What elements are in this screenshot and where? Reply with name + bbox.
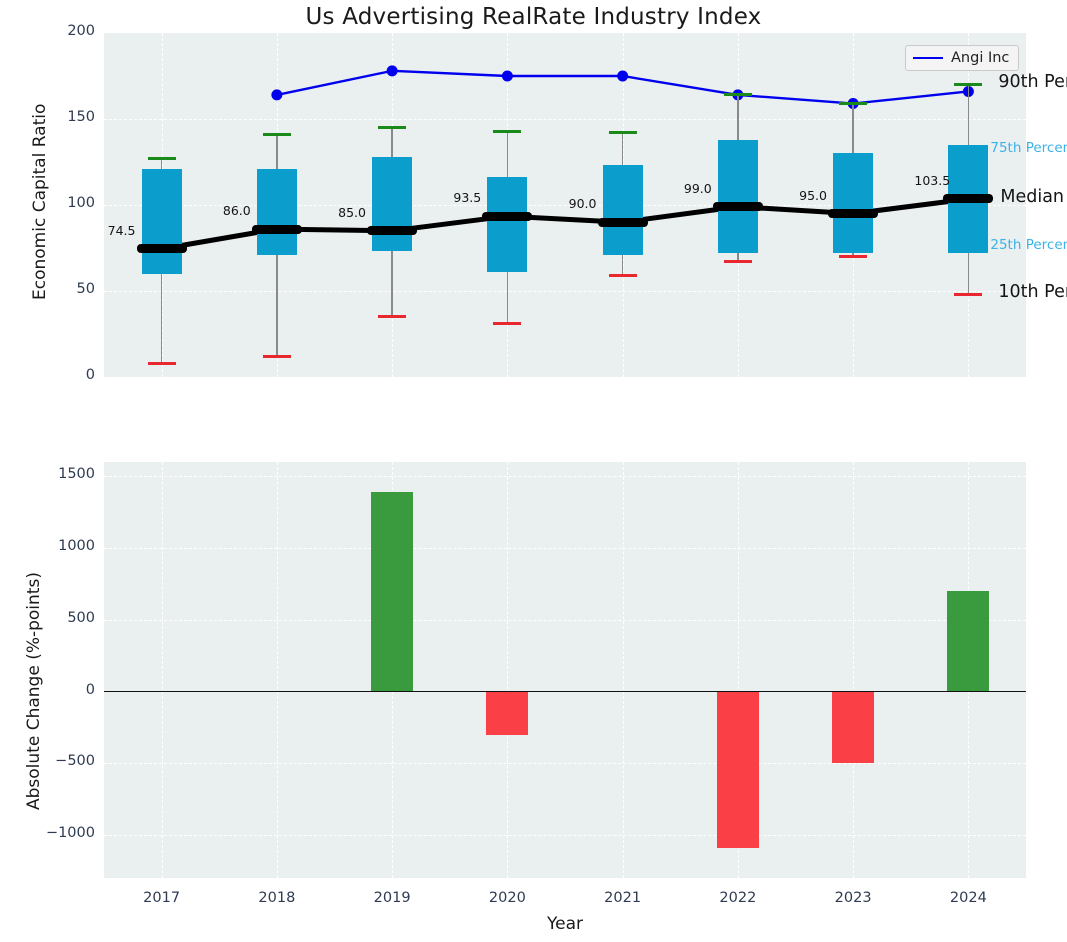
- bar: [832, 691, 875, 764]
- median-marker: [712, 202, 763, 212]
- box-iqr: [717, 139, 758, 254]
- annotation-25th-percentile: 25th Percentile: [990, 237, 1067, 254]
- gridline: [853, 462, 855, 878]
- y-tick-label: 500: [67, 609, 95, 626]
- median-value-label: 74.5: [107, 222, 136, 238]
- x-tick-label: 2024: [949, 890, 987, 906]
- median-value-label: 85.0: [338, 204, 366, 220]
- zero-baseline: [104, 690, 1026, 693]
- legend-label: Angi Inc: [951, 50, 1010, 66]
- x-tick-label: 2017: [143, 890, 181, 906]
- angi-inc-point: [501, 70, 513, 82]
- y-tick-label: −1000: [45, 824, 95, 841]
- whisker-cap-high: [839, 102, 868, 106]
- legend-line-icon: [913, 57, 943, 59]
- median-marker: [597, 217, 648, 227]
- gridline: [104, 619, 1026, 621]
- x-tick-label: 2023: [834, 890, 872, 906]
- annotation-median: Median: [1000, 186, 1065, 207]
- gridline: [104, 548, 1026, 550]
- y-tick-label: 1000: [58, 538, 95, 555]
- annotation-10th-percentile: 10th Percentile: [998, 282, 1067, 303]
- gridline: [161, 462, 163, 878]
- y-tick-label: 200: [67, 23, 95, 39]
- y-tick-label: 0: [85, 681, 95, 698]
- box-iqr: [372, 156, 413, 252]
- angi-inc-point: [617, 70, 629, 82]
- gridline: [104, 476, 1026, 478]
- gridline: [737, 462, 739, 878]
- whisker-cap-low: [493, 322, 522, 326]
- legend[interactable]: Angi Inc: [905, 45, 1020, 71]
- whisker-cap-high: [262, 132, 291, 136]
- gridline: [507, 462, 509, 878]
- gridline: [104, 291, 1026, 292]
- bar: [371, 492, 414, 692]
- box-iqr: [141, 168, 182, 274]
- barchart-panel: [104, 462, 1026, 878]
- whisker-cap-high: [954, 83, 983, 87]
- x-tick-label: 2018: [258, 890, 296, 906]
- median-value-label: 95.0: [799, 187, 827, 203]
- median-marker: [251, 224, 302, 234]
- whisker-cap-high: [147, 157, 176, 161]
- y-tick-label: −500: [55, 753, 95, 770]
- box-iqr: [602, 165, 643, 255]
- median-value-label: 90.0: [568, 196, 597, 212]
- whisker-cap-low: [262, 354, 291, 358]
- whisker-cap-high: [723, 93, 752, 97]
- whisker-cap-low: [723, 260, 752, 264]
- y-tick-label: 100: [67, 195, 95, 211]
- median-value-label: 86.0: [222, 203, 251, 219]
- whisker-cap-high: [378, 126, 407, 130]
- whisker-cap-low: [147, 361, 176, 365]
- y-tick-label: 0: [85, 367, 95, 383]
- x-tick-label: 2022: [719, 890, 757, 906]
- median-marker: [367, 226, 418, 236]
- x-tick-label: 2020: [488, 890, 526, 906]
- bar: [486, 691, 529, 735]
- gridline: [104, 763, 1026, 765]
- annotation-90th-percentile: 90th Percentile: [998, 71, 1067, 92]
- y-tick-label: 1500: [58, 466, 95, 483]
- median-marker: [828, 209, 879, 219]
- median-value-label: 103.5: [914, 172, 951, 188]
- y-tick-label: 150: [67, 109, 95, 125]
- median-marker: [943, 194, 994, 204]
- angi-inc-point: [386, 65, 398, 77]
- box-iqr: [487, 177, 528, 273]
- whisker-cap-high: [493, 129, 522, 133]
- bar: [716, 691, 759, 848]
- y-tick-label: 50: [76, 281, 95, 297]
- annotation-75th-percentile: 75th Percentile: [990, 139, 1067, 156]
- whisker-cap-low: [378, 315, 407, 319]
- bar: [947, 591, 990, 692]
- page-title: Us Advertising RealRate Industry Index: [305, 4, 762, 30]
- bottom-y-axis-label: Absolute Change (%-points): [24, 572, 44, 810]
- gridline: [104, 834, 1026, 836]
- median-value-label: 93.5: [453, 190, 482, 206]
- whisker-cap-high: [608, 131, 637, 135]
- median-marker: [482, 211, 533, 221]
- x-tick-label: 2019: [373, 890, 411, 906]
- box-iqr: [833, 153, 874, 254]
- angi-inc-point: [271, 89, 283, 101]
- gridline: [622, 462, 624, 878]
- gridline: [104, 119, 1026, 120]
- median-marker: [136, 244, 187, 254]
- gridline: [104, 377, 1026, 378]
- gridline: [104, 205, 1026, 206]
- x-axis-label: Year: [547, 914, 583, 934]
- gridline: [276, 462, 278, 878]
- median-value-label: 99.0: [683, 180, 712, 196]
- whisker-cap-low: [954, 292, 983, 296]
- box-iqr: [256, 168, 297, 255]
- x-tick-label: 2021: [604, 890, 642, 906]
- whisker-cap-low: [608, 274, 637, 278]
- whisker-cap-low: [839, 255, 868, 259]
